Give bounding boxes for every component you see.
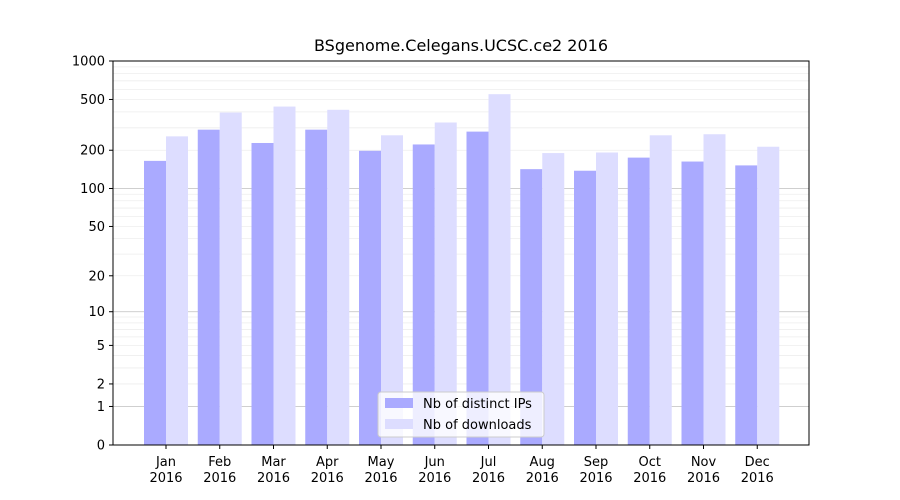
bar-distinct-ips (735, 165, 758, 445)
y-tick-label: 10 (88, 305, 105, 320)
y-tick-label: 50 (88, 220, 105, 235)
x-tick-label: Jul 2016 (472, 455, 505, 486)
x-tick-label: Aug 2016 (526, 455, 559, 486)
bar-distinct-ips (144, 160, 166, 445)
legend-label: Nb of distinct IPs (423, 397, 532, 412)
bar-downloads (219, 112, 242, 445)
x-tick-label: Jan 2016 (149, 455, 182, 486)
bar-downloads (166, 136, 188, 445)
bar-distinct-ips (681, 161, 704, 445)
x-tick-label: Dec 2016 (741, 455, 774, 486)
bar-downloads (488, 94, 511, 446)
x-tick-label: Oct 2016 (633, 455, 666, 486)
y-tick-label: 0 (97, 439, 105, 454)
bar-downloads (542, 153, 565, 446)
bar-downloads (649, 135, 672, 446)
y-tick-label: 100 (80, 182, 105, 197)
bar-distinct-ips (197, 129, 220, 445)
x-tick-label: Nov 2016 (687, 455, 720, 486)
bar-distinct-ips (359, 150, 381, 446)
bar-downloads (381, 135, 403, 446)
y-tick-label: 2 (97, 377, 105, 392)
y-tick-label: 1 (97, 400, 105, 415)
bars (144, 94, 780, 446)
bar-distinct-ips (627, 157, 650, 445)
bar-distinct-ips (412, 144, 435, 446)
bar-downloads (327, 109, 350, 445)
bar-downloads (703, 134, 726, 445)
y-tick-label: 20 (88, 269, 105, 284)
y-tick-label: 200 (80, 144, 105, 159)
bar-downloads (596, 152, 618, 446)
bar-distinct-ips (466, 131, 489, 445)
axes: 0 1 2 5 10 20 50 100 200 500 1000 Jan 2016 Feb 2016 Mar… (72, 55, 810, 486)
x-tick-label: Feb 2016 (203, 455, 236, 486)
legend: Nb of distinct IPs Nb of downloads (377, 391, 545, 438)
legend-swatch (385, 398, 413, 408)
x-tick-label: Sep 2016 (579, 455, 612, 486)
legend-box (377, 391, 545, 438)
bar-downloads (434, 122, 457, 446)
bar-distinct-ips (520, 169, 543, 445)
y-tick-label: 500 (80, 93, 105, 108)
x-tick-label: Apr 2016 (311, 455, 344, 486)
y-tick-label: 5 (97, 339, 105, 354)
chart-title: BSgenome.Celegans.UCSC.ce2 2016 (314, 36, 608, 55)
bar-downloads (273, 106, 296, 446)
bar-distinct-ips (574, 170, 596, 445)
legend-label: Nb of downloads (423, 418, 532, 433)
plot-frame (112, 60, 810, 446)
legend-swatch (385, 419, 413, 429)
bar-distinct-ips (305, 129, 328, 445)
x-tick-label: May 2016 (364, 455, 397, 486)
bar-downloads (757, 146, 780, 446)
x-tick-label: Jun 2016 (418, 455, 451, 486)
y-tick-label: 1000 (72, 55, 105, 70)
bar-distinct-ips (251, 142, 274, 446)
x-tick-label: Mar 2016 (257, 455, 290, 486)
